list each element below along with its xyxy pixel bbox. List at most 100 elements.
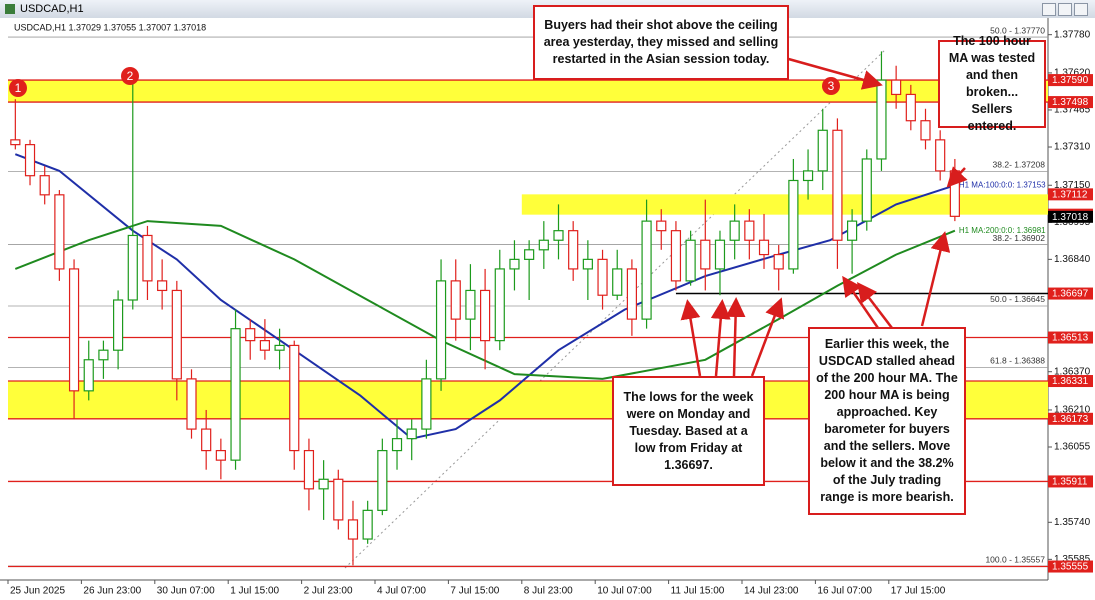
price-marker-label: 1.36513 (1052, 333, 1089, 344)
x-tick-label: 25 Jun 2025 (10, 586, 65, 597)
candle-body (39, 175, 50, 196)
candle-body (773, 253, 784, 270)
candle-body (435, 280, 447, 380)
candle-body (861, 158, 872, 222)
maximize-button[interactable] (1058, 3, 1072, 16)
x-tick-label: 10 Jul 07:00 (597, 586, 652, 597)
price-marker (1048, 375, 1093, 388)
price-marker (1048, 96, 1093, 109)
x-tick-label: 7 Jul 15:00 (450, 586, 499, 597)
candle-body (318, 478, 329, 490)
price-marker-label: 1.35911 (1052, 477, 1088, 488)
x-tick-label: 17 Jul 15:00 (891, 586, 946, 597)
candle-body (333, 478, 344, 521)
candle-body (700, 239, 711, 270)
candle-body (362, 509, 373, 540)
candle-body (450, 280, 461, 320)
candle-body (876, 79, 887, 160)
ma-label: H1 MA:200:0:0: 1.36981 (959, 226, 1046, 235)
candle-body (538, 239, 549, 251)
zone (8, 80, 1048, 103)
price-marker-label: 1.36331 (1052, 376, 1089, 387)
x-tick-label: 2 Jul 23:00 (304, 586, 353, 597)
candle-body (509, 258, 520, 270)
candle-body (685, 239, 696, 282)
candle-body (553, 230, 564, 241)
x-tick-label: 8 Jul 23:00 (524, 586, 573, 597)
fib-label: 61.8 - 1.36388 (990, 356, 1045, 366)
candle-body (788, 179, 799, 270)
price-marker (1048, 331, 1093, 344)
candle-body (597, 258, 608, 296)
candle-body (832, 129, 843, 241)
candle-body (612, 268, 623, 296)
x-tick-label: 11 Jul 15:00 (671, 586, 725, 597)
candle-body (891, 79, 902, 96)
candle-body (744, 220, 755, 241)
candle-body (920, 120, 931, 141)
y-tick-label: 1.36370 (1054, 366, 1091, 377)
annotation: Buyers had their shot above the ceiling … (533, 5, 789, 80)
candle-body (582, 258, 593, 270)
fib-label: 100.0 - 1.35557 (985, 554, 1045, 564)
candle-body (289, 344, 300, 452)
x-tick-label: 30 Jun 07:00 (157, 586, 215, 597)
current-price (1048, 210, 1093, 223)
price-marker (1048, 412, 1093, 425)
candle-body (465, 289, 476, 320)
price-marker-label: 1.37590 (1052, 75, 1089, 86)
candle-body (142, 234, 153, 282)
price-marker (1048, 287, 1093, 300)
fib-label: 38.2- 1.36902 (993, 233, 1046, 243)
annotation: The 100 hour MA was tested and then brok… (938, 34, 1046, 133)
candle-body (524, 249, 535, 260)
candle-body (83, 359, 94, 392)
annotation: Earlier this week, the USDCAD stalled ah… (808, 327, 966, 515)
x-tick-label: 14 Jul 23:00 (744, 586, 799, 597)
candle-body (347, 519, 359, 540)
price-marker (1048, 560, 1093, 573)
candle-body (68, 268, 80, 392)
price-marker (1048, 475, 1093, 488)
ma-label: H1 MA:100:0:0: 1.37153 (959, 180, 1046, 189)
x-tick-label: 1 Jul 15:00 (230, 586, 279, 597)
window-title: USDCAD,H1 (20, 3, 84, 15)
y-tick-label: 1.37310 (1054, 142, 1091, 153)
candle-body (846, 220, 858, 241)
x-tick-label: 16 Jul 07:00 (817, 586, 872, 597)
price-marker-label: 1.36697 (1052, 289, 1089, 300)
y-tick-label: 1.37465 (1054, 105, 1091, 116)
candle-body (905, 93, 916, 122)
candle-body (98, 349, 109, 361)
candle-body (670, 230, 682, 282)
candle-body (112, 299, 124, 351)
candle-body (171, 289, 182, 380)
y-tick-label: 1.37150 (1054, 180, 1091, 191)
candle-body (245, 328, 256, 342)
candle-body (817, 129, 828, 172)
candle-body (391, 438, 403, 452)
candle-body (758, 239, 770, 256)
close-button[interactable] (1074, 3, 1088, 16)
candle-body (802, 170, 814, 182)
candle-body (10, 139, 21, 146)
candle-body (935, 139, 946, 172)
candle-body (54, 194, 65, 270)
candle-body (201, 428, 212, 452)
x-tick-label: 26 Jun 23:00 (83, 586, 141, 597)
window-icon (5, 4, 15, 14)
candle-body (157, 280, 168, 292)
candle-body (949, 170, 960, 217)
annotation: The lows for the week were on Monday and… (612, 376, 765, 486)
price-marker-label: 1.37498 (1052, 97, 1089, 108)
fib-label: 50.0 - 1.37770 (990, 25, 1045, 35)
y-tick-label: 1.35585 (1054, 554, 1091, 565)
candle-body (127, 234, 138, 301)
y-tick-label: 1.36840 (1054, 254, 1091, 265)
y-tick-label: 1.37620 (1054, 68, 1091, 79)
candle-body (230, 328, 241, 461)
candle-body (641, 220, 652, 320)
minimize-button[interactable] (1042, 3, 1056, 16)
y-tick-label: 1.37780 (1054, 29, 1091, 40)
